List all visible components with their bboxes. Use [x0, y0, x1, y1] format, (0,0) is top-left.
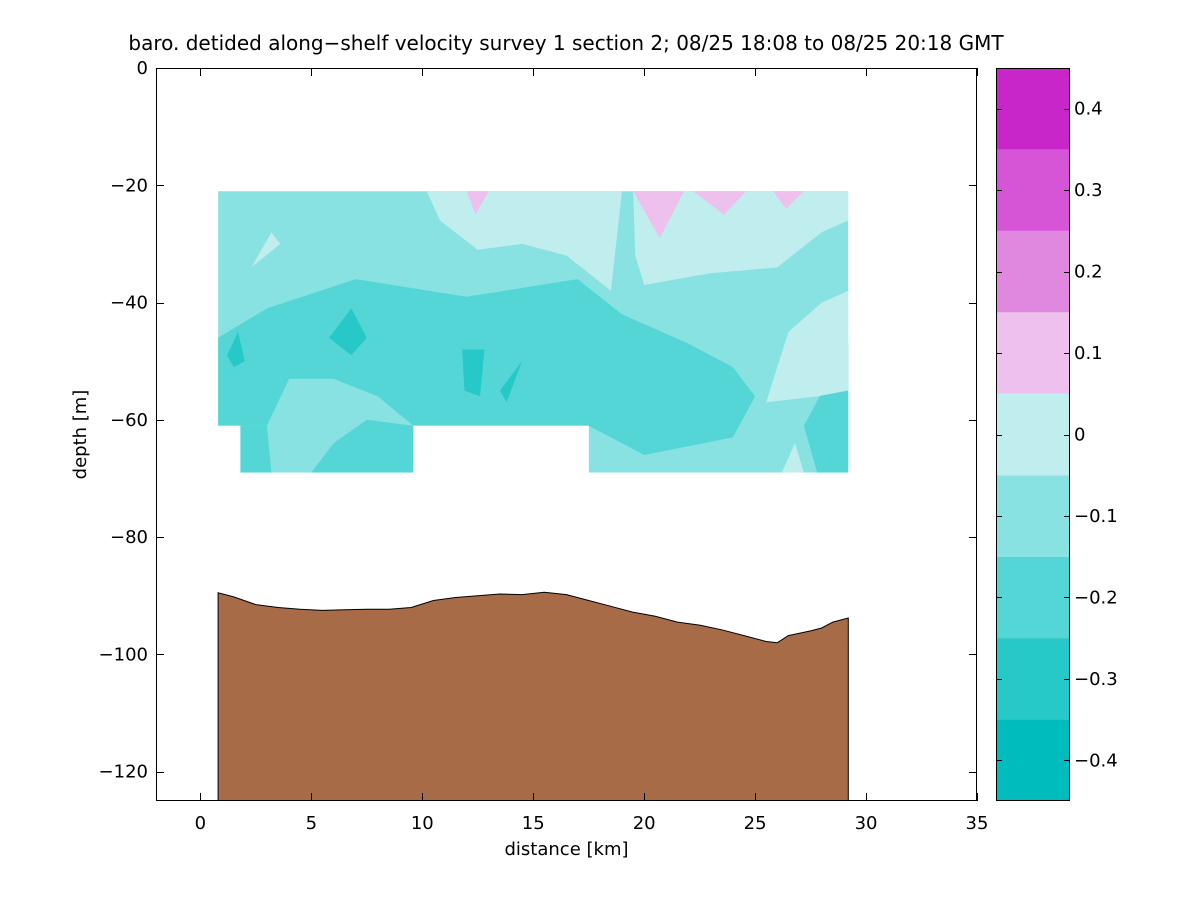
- colorbar-swatch-6: [996, 230, 1070, 313]
- contour-patch-10: [766, 290, 849, 403]
- contour-patch-15: [693, 191, 747, 215]
- y-tick-label: −120: [99, 762, 148, 783]
- colorbar-tick-label: 0.2: [1074, 262, 1103, 283]
- contour-patch-11: [251, 232, 281, 268]
- contour-patch-5: [462, 349, 485, 397]
- contour-patch-7: [227, 331, 245, 368]
- contour-patch-12: [781, 443, 804, 473]
- colorbar-tick-label: −0.1: [1074, 506, 1118, 527]
- x-axis: 0 5 10 15 20 25 30 35: [195, 68, 989, 834]
- colorbar-swatch-7: [996, 149, 1070, 231]
- colorbar-swatch-1: [996, 638, 1070, 720]
- contour-patch-9: [633, 191, 849, 285]
- colorbar-swatch-2: [996, 556, 1070, 639]
- y-tick-label: −40: [110, 293, 148, 314]
- colorbar-tick-label: 0: [1074, 425, 1085, 446]
- axes-frame: [156, 68, 977, 801]
- colorbar-border: [996, 68, 1070, 801]
- colorbar-tick-label: −0.3: [1074, 669, 1118, 690]
- y-tick-label: −60: [110, 410, 148, 431]
- x-tick-label: 10: [411, 813, 434, 834]
- axes-border: [156, 68, 977, 801]
- colorbar-tick-label: −0.4: [1074, 750, 1118, 771]
- contour-patch-14: [633, 191, 685, 239]
- y-tick-label: −80: [110, 527, 148, 548]
- y-tick-label: 0: [137, 58, 148, 79]
- x-tick-label: 30: [855, 813, 878, 834]
- x-tick-label: 0: [195, 813, 206, 834]
- chart-title: baro. detided along−shelf velocity surve…: [128, 31, 1004, 55]
- contour-patch-1: [240, 425, 272, 473]
- x-tick-label: 25: [744, 813, 767, 834]
- x-axis-label: distance [km]: [505, 839, 629, 860]
- y-tick-label: −20: [110, 175, 148, 196]
- y-axis-label: depth [m]: [70, 390, 91, 480]
- x-tick-label: 20: [633, 813, 656, 834]
- colorbar-swatch-4: [996, 393, 1070, 476]
- y-axis: 0 −20 −40 −60 −80 −100 −120: [99, 58, 977, 783]
- x-tick-label: 5: [306, 813, 317, 834]
- contour-patch-16: [772, 191, 804, 209]
- colorbar-swatch-8: [996, 68, 1070, 150]
- x-tick-label: 15: [522, 813, 545, 834]
- velocity-contour-layer: [218, 191, 849, 473]
- seafloor-bathymetry: [217, 591, 849, 801]
- colorbar-swatch-5: [996, 312, 1070, 394]
- colorbar-tick-label: 0.3: [1074, 180, 1103, 201]
- y-tick-label: −100: [99, 644, 148, 665]
- colorbar: 0.4 0.3 0.2 0.1 0 −0.1 −0.2 −0.3 −0.4: [996, 68, 1118, 801]
- contour-patch-13: [466, 191, 489, 215]
- contour-patch-2: [311, 419, 414, 473]
- colorbar-tick-label: −0.2: [1074, 587, 1118, 608]
- contour-patch-8: [426, 191, 622, 291]
- colorbar-swatch-0: [996, 719, 1070, 801]
- colorbar-swatch-3: [996, 475, 1070, 557]
- x-tick-label: 35: [966, 813, 989, 834]
- colorbar-tick-label: 0.4: [1074, 99, 1103, 120]
- colorbar-tick-label: 0.1: [1074, 343, 1103, 364]
- contour-patch-6: [499, 361, 523, 403]
- contour-patch-4: [329, 308, 367, 356]
- seafloor-layer: [217, 591, 849, 801]
